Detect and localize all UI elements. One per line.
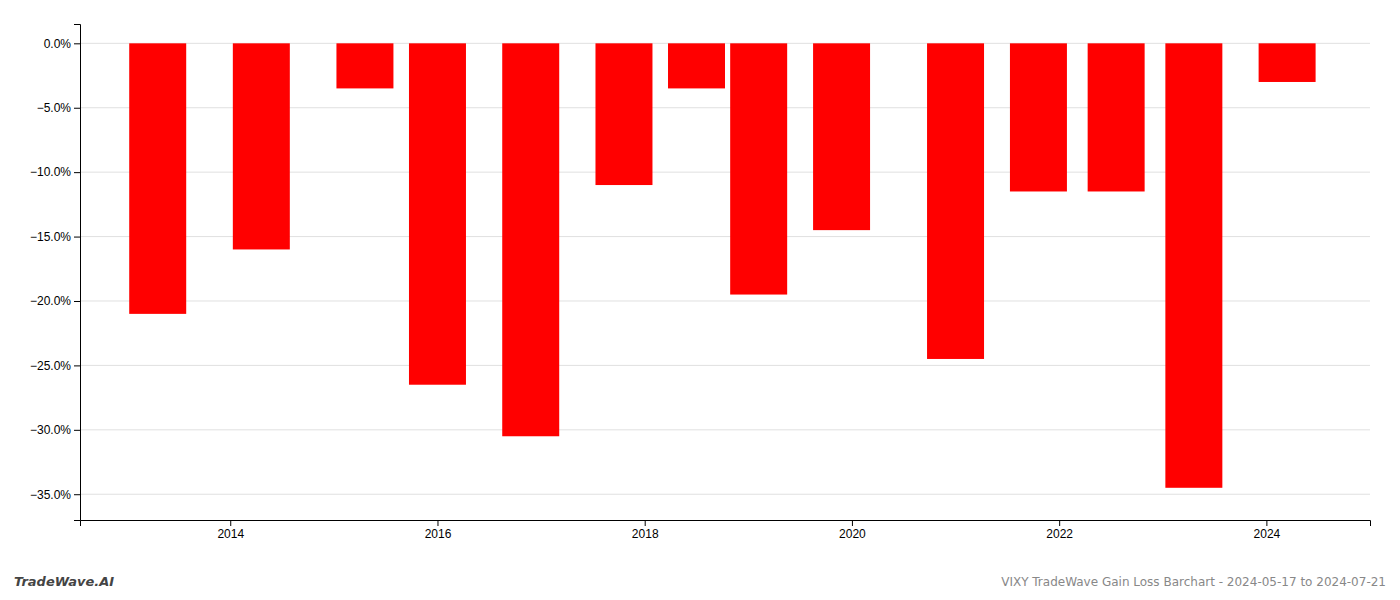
y-tick-mark: [74, 43, 80, 44]
x-tick: 2014: [217, 520, 244, 541]
footer-right: VIXY TradeWave Gain Loss Barchart - 2024…: [1001, 575, 1386, 589]
bars: [129, 43, 1315, 487]
x-tick-mark: [230, 520, 231, 526]
bar: [1088, 43, 1145, 191]
x-tick-label: 2022: [1046, 527, 1073, 541]
y-tick-mark: [74, 301, 80, 302]
y-tick: −20.0%: [30, 294, 80, 308]
y-tick: −10.0%: [30, 165, 80, 179]
bar: [668, 43, 725, 88]
y-tick-label: −10.0%: [30, 165, 71, 179]
y-tick: −15.0%: [30, 230, 80, 244]
y-tick-mark: [74, 365, 80, 366]
x-tick-label: 2016: [425, 527, 452, 541]
x-tick-label: 2014: [217, 527, 244, 541]
x-tick: 2024: [1254, 520, 1281, 541]
bar: [233, 43, 290, 249]
bar: [336, 43, 393, 88]
bar: [813, 43, 870, 230]
y-tick: −35.0%: [30, 488, 80, 502]
bar: [1259, 43, 1316, 82]
x-tick: 2020: [839, 520, 866, 541]
y-tick-label: −35.0%: [30, 488, 71, 502]
y-tick-label: −5.0%: [37, 101, 72, 115]
y-tick-label: 0.0%: [44, 37, 72, 51]
x-tick-mark: [852, 520, 853, 526]
y-tick-mark: [74, 237, 80, 238]
plot-area: 0.0% −5.0% −10.0% −15.0% −20.0% −25.0% −30.0% −…: [30, 25, 1371, 541]
y-tick: −5.0%: [37, 101, 80, 115]
y-tick-label: −30.0%: [30, 423, 71, 437]
y-tick-label: −15.0%: [30, 230, 71, 244]
x-tick: 2022: [1046, 520, 1073, 541]
y-tick: −25.0%: [30, 359, 80, 373]
bar: [1010, 43, 1067, 191]
grid: [80, 43, 1370, 494]
bar: [927, 43, 984, 359]
x-tick: 2016: [425, 520, 452, 541]
x-tick-mark: [437, 520, 438, 526]
y-tick-mark: [74, 108, 80, 109]
footer-left: TradeWave.AI: [14, 574, 114, 589]
x-tick-mark: [645, 520, 646, 526]
bar: [595, 43, 652, 185]
y-axis-line: [74, 25, 81, 521]
y-tick: −30.0%: [30, 423, 80, 437]
grid-line: [80, 494, 1370, 495]
bar: [730, 43, 787, 294]
bar: [409, 43, 466, 384]
bar: [1165, 43, 1222, 487]
x-tick-label: 2020: [839, 527, 866, 541]
y-tick-mark: [74, 430, 80, 431]
x-axis-line: [81, 521, 1371, 527]
y-tick: 0.0%: [44, 37, 80, 51]
x-tick-mark: [1266, 520, 1267, 526]
x-tick-mark: [1059, 520, 1060, 526]
y-tick-label: −20.0%: [30, 294, 71, 308]
x-tick: 2018: [632, 520, 659, 541]
x-axis: 2014 2016 2018 2020 2022 2024: [81, 520, 1371, 541]
bar: [502, 43, 559, 436]
y-tick-mark: [74, 172, 80, 173]
y-tick-mark: [74, 494, 80, 495]
bar: [129, 43, 186, 314]
x-tick-label: 2024: [1254, 527, 1281, 541]
x-tick-label: 2018: [632, 527, 659, 541]
y-axis: 0.0% −5.0% −10.0% −15.0% −20.0% −25.0% −30.0% −…: [30, 25, 81, 521]
chart: 0.0% −5.0% −10.0% −15.0% −20.0% −25.0% −30.0% −…: [0, 0, 1400, 600]
y-tick-label: −25.0%: [30, 359, 71, 373]
